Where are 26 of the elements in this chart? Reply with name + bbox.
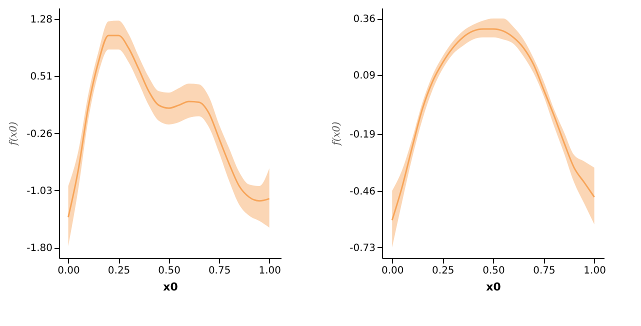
x-tick-label: 1.00 — [258, 266, 281, 276]
x-tick-label: 0.25 — [432, 266, 454, 276]
y-tick-label: -1.80 — [26, 243, 52, 254]
y-tick-label: -0.46 — [350, 186, 376, 198]
x-tick-label: 1.00 — [584, 266, 606, 276]
x-tick-label: 0.50 — [482, 266, 505, 276]
y-tick-label: 1.28 — [30, 14, 52, 26]
y-tick-label: -1.03 — [26, 186, 52, 197]
x-tick-label: 0.50 — [158, 266, 180, 276]
y-tick-label: 0.51 — [30, 72, 52, 83]
y-axis-title: f(x0) — [8, 122, 20, 146]
y-tick-label: -0.73 — [350, 242, 376, 254]
x-tick-label: 0.75 — [533, 266, 556, 276]
line-series — [391, 28, 596, 221]
x-tick-label: 0.00 — [381, 266, 404, 276]
x-tick-label: 0.00 — [58, 266, 80, 276]
y-tick-label: 0.09 — [353, 70, 376, 82]
x-tick-label: 0.25 — [108, 266, 130, 276]
y-tick-label: 0.36 — [353, 14, 376, 26]
line-series — [68, 34, 270, 218]
x-axis-title: x0 — [486, 280, 502, 294]
y-tick-label: -0.19 — [350, 130, 376, 141]
y-axis-title: f(x0) — [332, 122, 343, 146]
x-axis-title: x0 — [163, 280, 178, 294]
x-tick-label: 0.75 — [208, 266, 231, 276]
y-tick-label: -0.26 — [26, 128, 52, 140]
